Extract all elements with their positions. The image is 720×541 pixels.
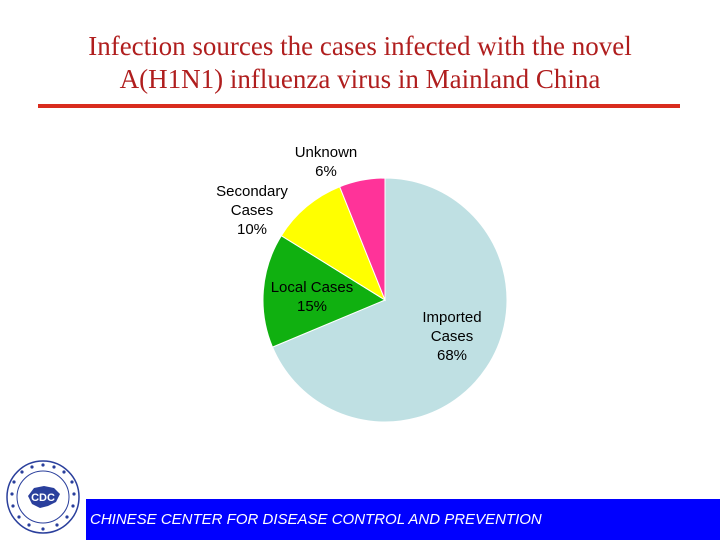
pie-slice-label-1: Local Cases 15% xyxy=(271,279,354,315)
title-underline xyxy=(38,104,680,108)
pie-slice-label-3: Unknown 6% xyxy=(295,144,358,180)
footer-text: CHINESE CENTER FOR DISEASE CONTROL AND P… xyxy=(90,511,542,528)
cdc-logo: CDC xyxy=(4,458,82,536)
footer-bar: CHINESE CENTER FOR DISEASE CONTROL AND P… xyxy=(86,499,720,540)
pie-slice-2 xyxy=(280,186,387,302)
slide-title-line-1: Infection sources the cases infected wit… xyxy=(88,31,632,61)
pie-slice-0 xyxy=(271,177,508,423)
pie-slice-label-2: Secondary Cases 10% xyxy=(216,183,288,238)
pie-slice-label-0: Imported Cases 68% xyxy=(422,309,481,364)
slide-title: Infection sources the cases infected wit… xyxy=(20,30,700,96)
pie-slice-3 xyxy=(339,177,386,301)
slide-title-line-2: A(H1N1) influenza virus in Mainland Chin… xyxy=(119,64,601,94)
svg-text:CDC: CDC xyxy=(31,492,55,504)
pie-slice-1 xyxy=(262,234,387,348)
